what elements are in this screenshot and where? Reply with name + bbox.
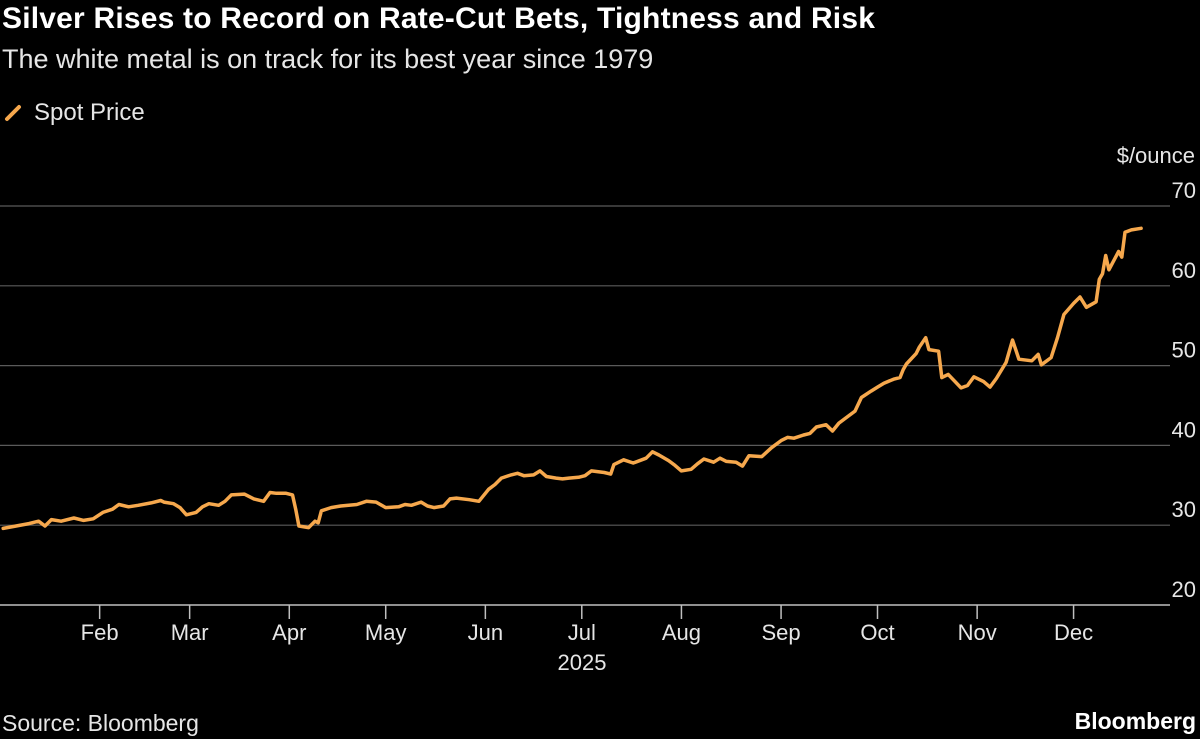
y-tick-label-50: 50: [1172, 338, 1196, 363]
legend-line-icon: [5, 105, 21, 121]
x-tick-label-nov: Nov: [958, 620, 997, 645]
x-axis-ticks: Feb Mar Apr May Jun Jul Aug Sep Oct Nov Dec: [81, 605, 1093, 645]
x-tick-label-jun: Jun: [468, 620, 503, 645]
chart-subtitle: The white metal is on track for its best…: [2, 44, 654, 74]
y-axis-unit-label: $/ounce: [1117, 143, 1195, 168]
x-tick-label-aug: Aug: [662, 620, 701, 645]
source-note: Source: Bloomberg: [2, 710, 199, 736]
x-tick-label-apr: Apr: [272, 620, 306, 645]
y-tick-label-40: 40: [1172, 417, 1196, 442]
legend: Spot Price: [4, 98, 145, 128]
y-tick-label-20: 20: [1172, 577, 1196, 602]
chart-title: Silver Rises to Record on Rate-Cut Bets,…: [2, 2, 876, 35]
series-group: [1, 226, 1143, 531]
x-tick-label-sep: Sep: [761, 620, 800, 645]
gridlines: [0, 205, 1170, 606]
x-tick-label-mar: Mar: [171, 620, 209, 645]
y-tick-label-60: 60: [1172, 258, 1196, 283]
x-axis-year-label: 2025: [558, 650, 607, 675]
x-tick-label-dec: Dec: [1054, 620, 1093, 645]
x-tick-label-may: May: [365, 620, 407, 645]
bloomberg-logo-text: Bloomberg: [1074, 708, 1196, 734]
x-tick-label-oct: Oct: [860, 620, 894, 645]
series-line-spot-price: [1, 226, 1143, 531]
y-axis-ticks: 20 30 40 50 60 70: [1172, 178, 1196, 602]
legend-label-spot-price: Spot Price: [34, 99, 145, 126]
x-tick-label-feb: Feb: [81, 620, 119, 645]
y-tick-label-30: 30: [1172, 497, 1196, 522]
y-tick-label-70: 70: [1172, 178, 1196, 203]
x-tick-label-jul: Jul: [568, 620, 596, 645]
